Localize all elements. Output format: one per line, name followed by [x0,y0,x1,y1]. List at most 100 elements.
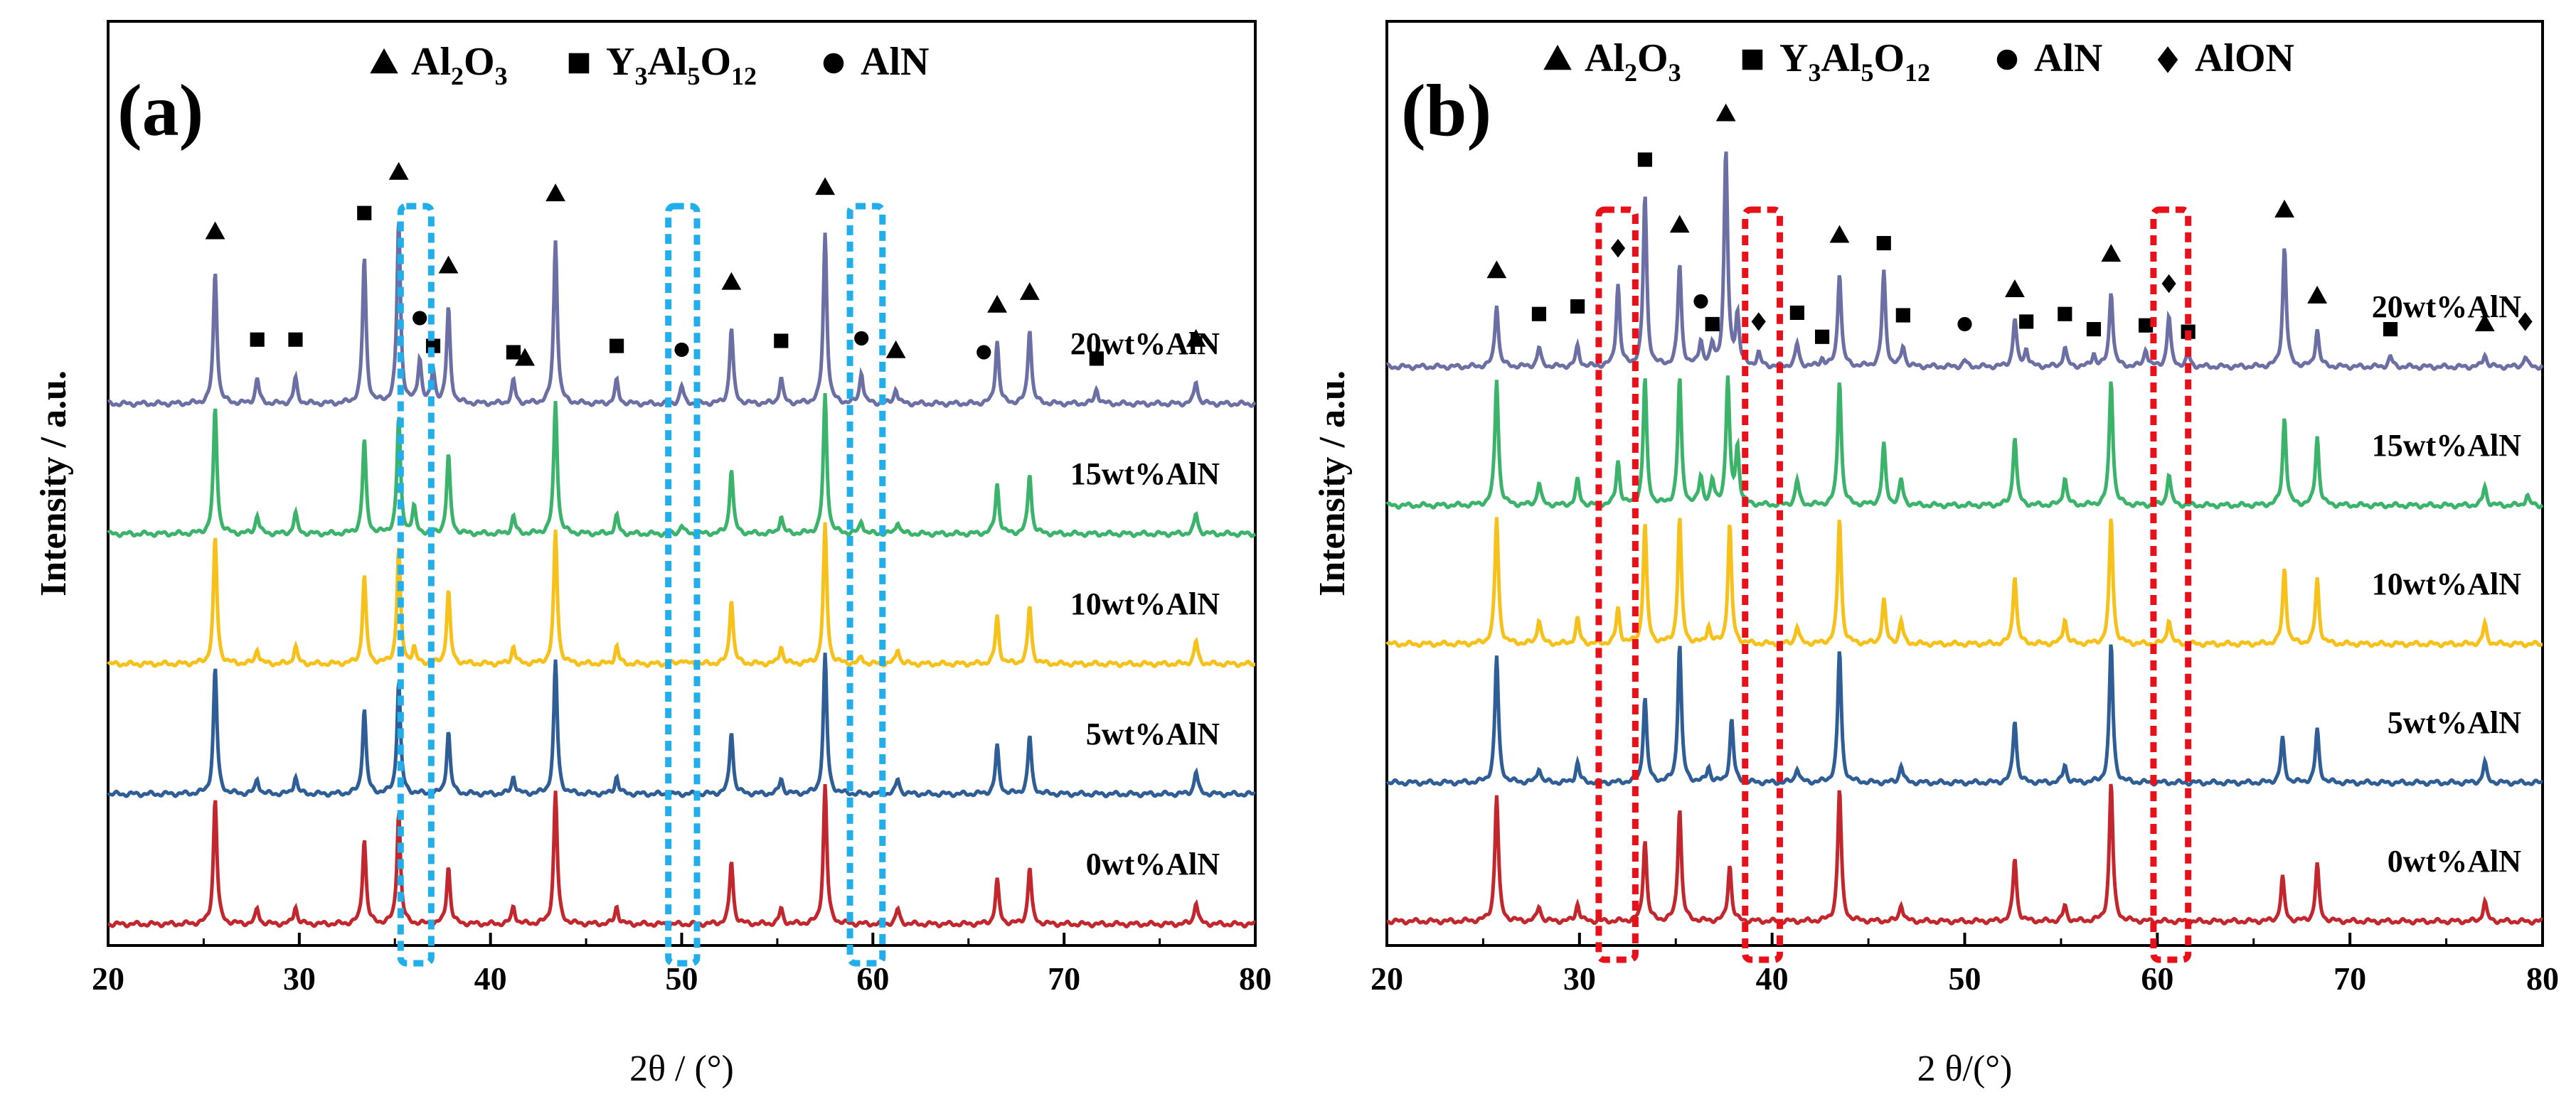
series-line-0wt%AlN [107,783,1256,929]
series-line-15wt%AlN [107,392,1257,539]
x-tick-label: 40 [474,960,507,997]
peak-circle-marker [1957,316,1972,332]
panel-label: (a) [117,70,203,151]
legend-circle-icon [823,53,844,74]
series-label: 10wt%AlN [2372,567,2521,601]
peak-square-marker [1815,329,1830,344]
series-line-5wt%AlN [107,653,1256,799]
legend: Al2O3 Y3Al5O12 AlN AlON [1543,36,2294,87]
highlight-box [665,203,701,967]
legend-entry: AlN [861,40,929,84]
legend-entry: Al2O3 [411,40,508,90]
x-axis-label: 2θ / (°) [629,1049,734,1089]
peak-square-marker [1637,152,1652,167]
x-axis-label: 2 θ/(°) [1917,1049,2013,1089]
peak-triangle-marker [2101,244,2122,262]
x-tick-label: 70 [2333,960,2366,997]
plot-frame [1385,20,2544,947]
peak-triangle-marker [1186,328,1206,347]
panel-b: 20 30 40 50 60 70 80 2 θ/(°) Intensity / a.u. (b)… [1312,20,2559,1089]
legend-circle-icon [1996,49,2018,70]
legend: Al2O3 Y3Al5O12 AlN [370,40,929,90]
peak-triangle-marker [515,348,535,366]
legend-entry: AlN [2034,36,2102,80]
peak-triangle-marker [815,177,836,195]
series-line-15wt%AlN [1385,375,2544,510]
peak-square-marker [2383,322,2398,337]
peak-square-marker [774,333,789,348]
highlight-box [1595,206,1639,963]
peak-square-marker [1089,351,1104,366]
peak-triangle-marker [721,272,742,290]
series-label: 10wt%AlN [1070,586,1220,621]
legend-entry: Y3Al5O12 [1779,36,1930,87]
peak-triangle-marker [438,255,459,274]
peak-triangle-marker [1669,215,1690,233]
legend-entry: AlON [2195,36,2294,80]
peak-triangle-marker [987,294,1007,313]
peak-square-marker [250,332,265,347]
peak-square-marker [288,332,303,347]
series-line-20wt%AlN [107,221,1257,408]
series-group: 0wt%AlN 5wt%AlN 10wt%AlN 15wt%AlN 20wt%AlN [1385,151,2544,926]
legend-square-icon [568,53,590,74]
series-line-20wt%AlN [1385,151,2544,372]
series-line-5wt%AlN [1385,644,2543,788]
legend-square-icon [1742,49,1763,70]
series-label: 20wt%AlN [2372,289,2521,324]
peak-triangle-marker [205,221,225,240]
peak-square-marker [610,338,624,353]
peak-square-marker [506,345,521,360]
x-tick-label: 70 [1048,960,1080,997]
peak-markers [1486,103,2533,344]
peak-markers [205,161,1206,366]
peak-square-marker [1895,308,1910,323]
peak-square-marker [357,205,372,220]
peak-square-marker [1705,316,1720,332]
legend-triangle-icon [1543,44,1572,70]
x-tick-label: 40 [1756,960,1789,997]
legend-diamond-icon [2157,46,2178,73]
peak-diamond-marker [1751,312,1766,331]
plot-area: 20 30 40 50 60 70 80 2 θ/(°) Intensity / a.u. (b) [1312,20,2559,1089]
peak-diamond-marker [2161,274,2176,294]
peak-triangle-marker [885,340,906,358]
peak-circle-marker [413,311,427,326]
peak-diamond-marker [1610,238,1626,258]
peak-square-marker [1570,299,1585,314]
peak-triangle-marker [2274,199,2295,218]
peak-square-marker [2058,306,2072,321]
x-tick-label: 20 [1371,960,1403,997]
peak-circle-marker [1693,294,1708,309]
series-label: 0wt%AlN [2388,844,2521,879]
x-tick-label: 80 [2526,960,2559,997]
peak-diamond-marker [2518,312,2533,331]
highlight-box [846,203,886,967]
peak-square-marker [2019,314,2034,329]
x-tick-label: 20 [92,960,124,997]
series-line-10wt%AlN [107,522,1255,669]
legend-entry: Al2O3 [1585,36,1681,87]
peak-triangle-marker [1486,260,1507,279]
peak-triangle-marker [1019,282,1040,300]
peak-square-marker [1531,306,1547,321]
highlight-box [1742,206,1783,963]
series-label: 15wt%AlN [2372,428,2521,463]
peak-square-marker [2139,318,2154,333]
peak-circle-marker [976,345,991,360]
y-axis-label: Intensity / a.u. [1312,370,1353,596]
y-axis-label: Intensity / a.u. [33,370,74,596]
series-label: 5wt%AlN [2388,705,2521,740]
series-line-10wt%AlN [1385,517,2543,649]
legend-entry: Y3Al5O12 [606,40,757,90]
peak-triangle-marker [388,161,409,180]
x-tick-label: 30 [283,960,316,997]
series-label: 5wt%AlN [1086,717,1220,751]
peak-circle-marker [854,331,869,346]
highlight-boxes [1595,206,2192,963]
x-tick-label: 60 [2141,960,2173,997]
series-line-0wt%AlN [1386,783,2543,926]
